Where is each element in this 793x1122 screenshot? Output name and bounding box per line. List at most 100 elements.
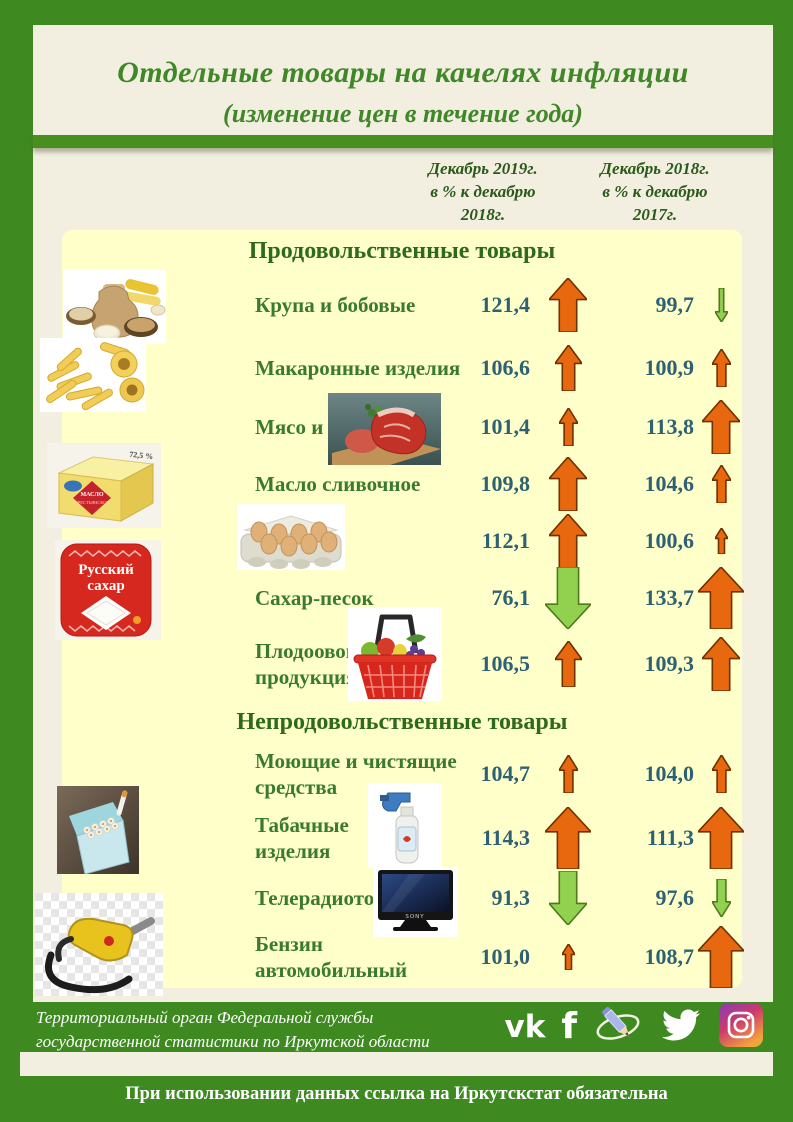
product-row: Моющие и чистящие средства 104,7 104,0 <box>62 742 742 806</box>
price-up-arrow-icon <box>545 807 591 869</box>
green-divider-bar <box>33 135 773 148</box>
photo-pasta <box>40 338 146 412</box>
title-line-2: (изменение цен в течение года) <box>223 99 583 128</box>
product-row: Сахар-песок 76,1 133,7 <box>62 567 744 629</box>
row-value-2019: 91,3 <box>491 885 531 910</box>
price-up-arrow-icon <box>554 641 582 687</box>
row-value-2019: 101,0 <box>480 944 531 969</box>
product-row: Плодоовощная продукция 106,5 109,3 <box>62 626 742 702</box>
row-label: Бензин автомобильный <box>255 931 483 983</box>
trend-arrow-2018 <box>690 400 752 454</box>
column-header-2019: Декабрь 2019г. в % к декабрю 2018г. <box>398 157 568 226</box>
trend-arrow-2019 <box>532 408 604 446</box>
butter-label: МАСЛО <box>80 492 103 498</box>
row-label-line: Табачные <box>255 813 349 837</box>
trend-arrow-2018 <box>690 288 752 322</box>
row-label-line: автомобильный <box>255 958 408 982</box>
price-up-arrow-icon <box>549 514 587 568</box>
photo-grocery-basket <box>348 607 442 701</box>
trend-arrow-2019 <box>532 345 604 391</box>
price-up-arrow-icon <box>698 807 744 869</box>
photo-fuel-nozzle <box>35 893 163 996</box>
organization-line-2: государственной статистики по Иркутской … <box>36 1032 430 1051</box>
row-label-line: Бензин <box>255 932 323 956</box>
row-label-line: Масло сливочное <box>255 472 421 496</box>
product-row: Масло сливочное 109,8 104,6 <box>62 456 742 512</box>
row-value-2018: 109,3 <box>644 651 695 676</box>
row-value-2018: 99,7 <box>655 292 695 317</box>
tv-brand-text: SONY <box>405 914 424 920</box>
row-label: Сахар-песок <box>255 585 483 611</box>
trend-arrow-2018 <box>690 755 752 793</box>
product-row: Табачные изделия 114,3 111,3 <box>62 806 744 870</box>
organization-name: Территориальный орган Федеральной службы… <box>36 1006 430 1054</box>
photo-cigarettes <box>57 786 139 874</box>
row-label-line: Макаронные изделия <box>255 356 461 380</box>
column-header-text: 2018г. <box>460 205 506 224</box>
row-label-line: Крупа и бобовые <box>255 293 416 317</box>
row-value-2019: 121,4 <box>480 292 531 317</box>
row-value-2018: 104,6 <box>644 471 695 496</box>
trend-arrow-2019 <box>532 807 604 869</box>
page-title: Отдельные товары на качелях инфляции (из… <box>33 55 773 131</box>
row-label-line: продукция <box>255 665 358 689</box>
product-row: Крупа и бобовые 121,4 99,7 <box>62 272 742 338</box>
trend-arrow-2019 <box>532 514 604 568</box>
row-value-2019: 106,6 <box>480 355 531 380</box>
price-up-arrow-icon <box>698 567 744 629</box>
row-label-line: изделия <box>255 839 331 863</box>
title-line-1: Отдельные товары на качелях инфляции <box>117 56 689 89</box>
facebook-icon[interactable]: f <box>561 1006 577 1047</box>
row-value-2019: 112,1 <box>481 528 530 553</box>
row-label: Моющие и чистящие средства <box>255 748 483 800</box>
trend-arrow-2018 <box>690 349 752 387</box>
livejournal-pencil-icon[interactable] <box>593 1000 643 1055</box>
row-value-2019: 114,3 <box>481 825 530 850</box>
price-down-arrow-icon <box>545 567 591 629</box>
organization-line-1: Территориальный орган Федеральной службы <box>36 1008 374 1027</box>
cream-separator-strip <box>20 1052 773 1076</box>
photo-eggs <box>237 504 345 570</box>
row-value-2018: 100,6 <box>644 528 695 553</box>
sugar-word-text: сахар <box>87 578 125 594</box>
price-up-arrow-icon <box>698 926 744 988</box>
row-label: Табачные изделия <box>255 812 483 864</box>
row-label: Крупа и бобовые <box>255 292 483 318</box>
column-header-text: Декабрь 2019г. <box>428 159 538 178</box>
price-up-arrow-icon <box>561 944 575 970</box>
butter-sublabel: КРЕСТЬЯНСКОЕ <box>75 500 110 505</box>
trend-arrow-2019 <box>532 567 604 629</box>
trend-arrow-2019 <box>532 457 604 511</box>
trend-arrow-2018 <box>690 465 752 503</box>
trend-arrow-2019 <box>532 641 604 687</box>
row-value-2019: 109,8 <box>480 471 531 496</box>
price-up-arrow-icon <box>558 755 578 793</box>
price-down-arrow-icon <box>714 288 728 322</box>
row-value-2018: 113,8 <box>645 414 694 439</box>
row-value-2018: 104,0 <box>644 761 695 786</box>
row-value-2019: 106,5 <box>480 651 531 676</box>
trend-arrow-2019 <box>532 278 604 332</box>
usage-notice: При использовании данных ссылка на Иркут… <box>125 1084 668 1104</box>
price-up-arrow-icon <box>702 637 740 691</box>
photo-meat <box>328 393 441 465</box>
price-up-arrow-icon <box>549 457 587 511</box>
price-up-arrow-icon <box>558 408 578 446</box>
trend-arrow-2018 <box>690 528 752 554</box>
photo-tv: SONY <box>373 867 458 937</box>
butter-fat-percent: 72,5 % <box>129 450 154 461</box>
row-value-2018: 133,7 <box>644 585 695 610</box>
row-value-2019: 101,4 <box>480 414 531 439</box>
vk-icon[interactable]: vk <box>504 1008 546 1045</box>
column-header-text: Декабрь 2018г. <box>600 159 710 178</box>
row-label: Плодоовощная продукция <box>255 638 483 690</box>
section-header: Продовольственные товары <box>248 237 556 264</box>
twitter-icon[interactable] <box>659 1006 703 1049</box>
photo-sugar: Русский сахар <box>55 540 161 640</box>
column-header-text: в % к декабрю <box>430 182 536 201</box>
instagram-icon[interactable] <box>719 1002 763 1052</box>
photo-groats <box>63 270 166 344</box>
photo-spray-bottle <box>368 783 442 868</box>
